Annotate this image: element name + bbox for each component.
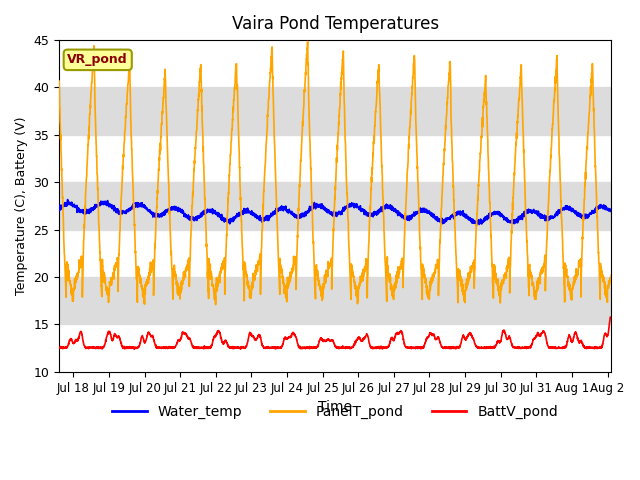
Text: VR_pond: VR_pond [67, 53, 128, 66]
Bar [59, 182, 611, 229]
X-axis label: Time: Time [318, 400, 352, 414]
Legend: Water_temp, PanelT_pond, BattV_pond: Water_temp, PanelT_pond, BattV_pond [106, 399, 564, 425]
Title: Vaira Pond Temperatures: Vaira Pond Temperatures [232, 15, 438, 33]
Y-axis label: Temperature (C), Battery (V): Temperature (C), Battery (V) [15, 117, 28, 295]
Bar [59, 87, 611, 135]
Bar [59, 277, 611, 324]
